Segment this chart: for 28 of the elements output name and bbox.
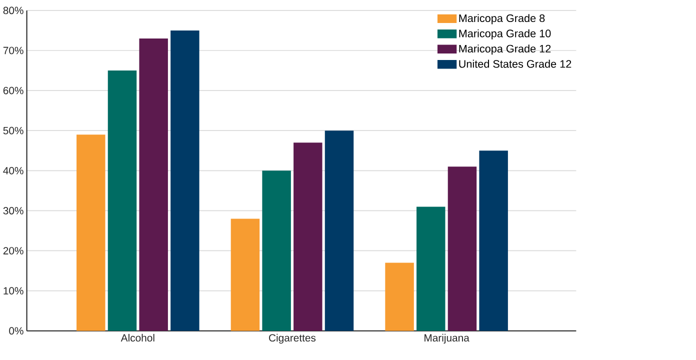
y-tick-label: 50%	[3, 127, 24, 134]
bar	[448, 166, 477, 332]
y-tick-label: 40%	[3, 167, 24, 175]
y-tick-label: 60%	[3, 87, 24, 94]
legend-label: Maricopa Grade 12	[459, 44, 551, 55]
bar	[324, 130, 354, 332]
y-tick-label: 80%	[3, 6, 24, 14]
x-tick-label: Alcohol	[120, 334, 154, 342]
bar	[385, 262, 414, 332]
bar	[262, 170, 291, 332]
y-tick-label: 10%	[4, 287, 24, 295]
legend-label: Maricopa Grade 8	[459, 14, 545, 24]
y-tick-label: 30%	[3, 207, 24, 215]
y-tick-label: 70%	[3, 47, 24, 54]
bar	[170, 30, 200, 332]
legend-label: Maricopa Grade 10	[459, 30, 551, 40]
bar	[108, 70, 137, 332]
x-tick-label: Marijuana	[424, 334, 470, 344]
bar	[479, 150, 508, 332]
bar	[416, 206, 446, 332]
legend-label: United States Grade 12	[459, 60, 572, 68]
bar	[139, 38, 168, 332]
y-tick-label: 20%	[3, 247, 24, 255]
bar	[76, 134, 106, 332]
x-tick-label: Cigarettes	[269, 334, 316, 344]
bar	[230, 218, 260, 332]
y-tick-label: 0%	[9, 327, 24, 335]
bar	[294, 142, 322, 332]
